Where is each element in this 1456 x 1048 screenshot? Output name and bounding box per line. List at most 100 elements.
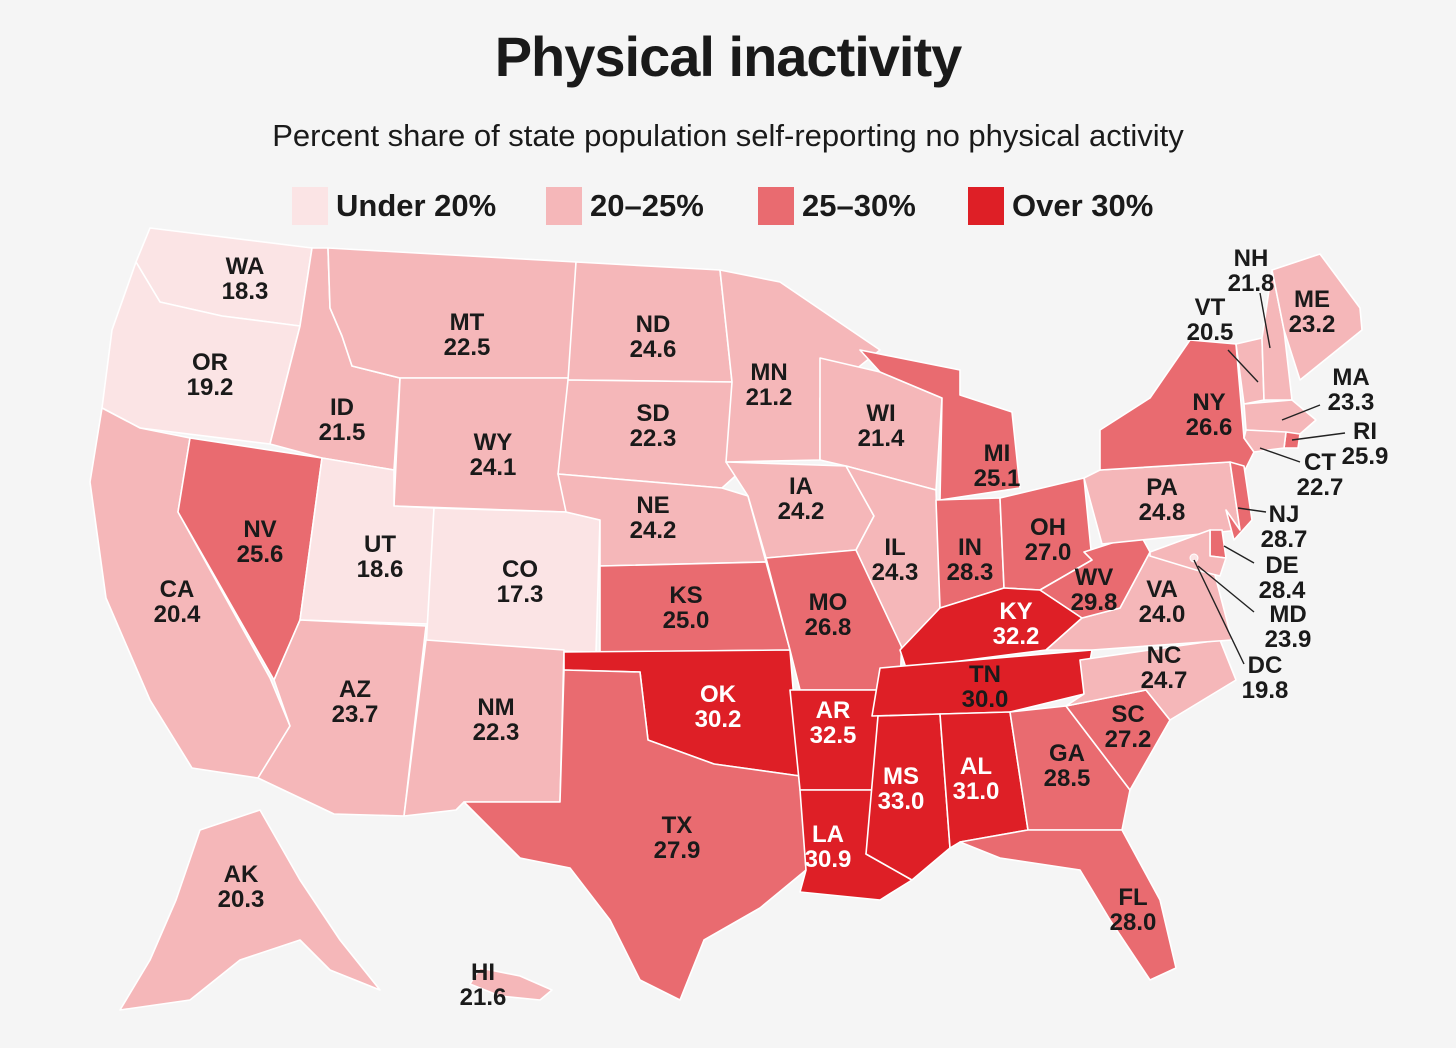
state-abbr: NJ <box>1269 501 1300 528</box>
legend-item-25-30: 25–30% <box>758 186 916 226</box>
state-ga <box>1009 705 1131 831</box>
state-value: 25.6 <box>237 541 284 568</box>
state-value: 26.6 <box>1186 414 1233 441</box>
state-abbr: NE <box>636 492 669 519</box>
state-value: 24.2 <box>778 498 825 525</box>
legend-label: Over 30% <box>1012 188 1154 223</box>
state-value: 30.0 <box>962 686 1009 713</box>
state-abbr: AL <box>960 753 992 780</box>
state-value: 25.0 <box>663 607 710 634</box>
state-abbr: MT <box>450 309 485 336</box>
state-tx <box>463 669 807 1001</box>
state-value: 21.4 <box>858 425 905 452</box>
leader-line <box>1223 545 1255 564</box>
state-nj <box>1225 461 1253 541</box>
state-value: 25.1 <box>974 465 1021 492</box>
state-value: 21.2 <box>746 384 793 411</box>
state-shapes <box>89 227 1363 1011</box>
state-abbr: VT <box>1195 294 1226 321</box>
state-ct <box>1243 429 1287 453</box>
state-value: 21.5 <box>319 419 366 446</box>
state-abbr: DE <box>1265 552 1298 579</box>
state-abbr: MN <box>750 359 787 386</box>
state-value: 22.3 <box>630 425 677 452</box>
state-value: 25.9 <box>1342 443 1389 470</box>
leader-line <box>1197 565 1255 613</box>
state-tn <box>871 649 1093 717</box>
leader-line <box>1193 559 1245 665</box>
state-abbr: CT <box>1304 449 1336 476</box>
state-value: 24.7 <box>1141 667 1188 694</box>
state-value: 24.6 <box>630 336 677 363</box>
state-value: 23.7 <box>332 701 379 728</box>
state-value: 20.5 <box>1187 319 1234 346</box>
state-value: 23.9 <box>1265 626 1312 653</box>
legend: Under 20% 20–25% 25–30% Over 30% <box>0 186 1456 230</box>
leader-line <box>1227 349 1259 383</box>
state-az <box>257 619 427 817</box>
state-abbr: ID <box>330 394 354 421</box>
state-abbr: TN <box>969 661 1001 688</box>
state-value: 28.0 <box>1110 909 1157 936</box>
state-abbr: KS <box>669 582 702 609</box>
legend-swatch <box>546 187 582 225</box>
state-nh <box>1261 269 1293 401</box>
state-abbr: AR <box>816 697 851 724</box>
state-labels: WA18.3OR19.2CA20.4NV25.6ID21.5MT22.5WY24… <box>154 245 1389 1011</box>
state-fl <box>959 829 1177 981</box>
state-abbr: OR <box>192 349 228 376</box>
state-value: 23.3 <box>1328 389 1375 416</box>
state-co <box>425 507 601 653</box>
state-abbr: IN <box>958 534 982 561</box>
state-ma <box>1243 399 1317 435</box>
map-subtitle: Percent share of state population self-r… <box>272 118 1184 153</box>
state-value: 19.8 <box>1242 677 1289 704</box>
state-abbr: AK <box>224 861 259 888</box>
state-value: 32.5 <box>810 722 857 749</box>
state-value: 29.8 <box>1071 589 1118 616</box>
legend-swatch <box>292 187 328 225</box>
state-mi <box>859 349 1021 501</box>
state-value: 18.6 <box>357 556 404 583</box>
legend-label: 20–25% <box>590 188 704 223</box>
state-value: 22.7 <box>1297 474 1344 501</box>
leader-lines <box>1193 292 1346 665</box>
state-abbr: CA <box>160 576 195 603</box>
state-abbr: GA <box>1049 740 1085 767</box>
leader-line <box>1291 432 1346 441</box>
state-abbr: WA <box>226 253 265 280</box>
state-abbr: AZ <box>339 676 371 703</box>
state-value: 28.4 <box>1259 577 1306 604</box>
state-value: 30.2 <box>695 706 742 733</box>
state-value: 30.9 <box>805 846 852 873</box>
state-abbr: MA <box>1332 364 1369 391</box>
state-abbr: WI <box>866 400 895 427</box>
